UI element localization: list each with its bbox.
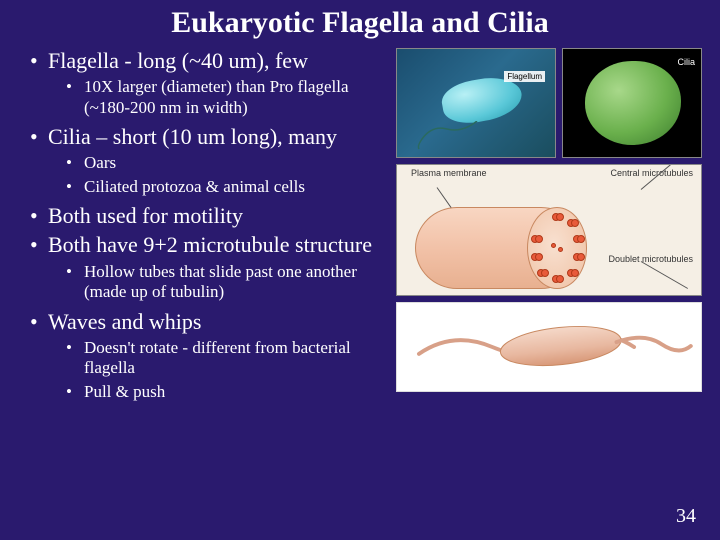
bullet-l2: Pull & push [48, 382, 390, 402]
bullet-text: Flagella - long (~40 um), few [48, 48, 308, 73]
bullet-l2: Ciliated protozoa & animal cells [48, 177, 390, 197]
bullet-l1: Both used for motility [26, 203, 390, 228]
bullet-l2: Doesn't rotate - different from bacteria… [48, 338, 390, 379]
bullet-text: Waves and whips [48, 309, 201, 334]
swimming-cell-image [396, 302, 702, 392]
plasma-label: Plasma membrane [411, 169, 487, 179]
flagellum-image: Flagellum [396, 48, 556, 158]
bullet-l1: Cilia – short (10 um long), many Oars Ci… [26, 124, 390, 197]
cilia-image: Cilia [562, 48, 702, 158]
bullet-l2: Oars [48, 153, 390, 173]
bullet-l1: Waves and whips Doesn't rotate - differe… [26, 309, 390, 402]
central-label: Central microtubules [610, 169, 693, 179]
bullet-l1: Flagella - long (~40 um), few 10X larger… [26, 48, 390, 118]
doublet-label: Doublet microtubules [608, 255, 693, 265]
image-column: Flagellum Cilia Plasma membrane Central … [396, 48, 708, 392]
bullet-content: Flagella - long (~40 um), few 10X larger… [0, 48, 390, 402]
cross-section-image: Plasma membrane Central microtubules Dou… [396, 164, 702, 296]
bullet-text: Both have 9+2 microtubule structure [48, 232, 372, 257]
bullet-l2: Hollow tubes that slide past one another… [48, 262, 390, 303]
flagellum-label: Flagellum [504, 71, 545, 82]
bullet-l2: 10X larger (diameter) than Pro flagella … [48, 77, 390, 118]
slide-title: Eukaryotic Flagella and Cilia [0, 0, 720, 48]
page-number: 34 [676, 505, 696, 528]
bullet-text: Cilia – short (10 um long), many [48, 124, 337, 149]
bullet-l1: Both have 9+2 microtubule structure Holl… [26, 232, 390, 302]
cilia-label: Cilia [677, 57, 695, 67]
